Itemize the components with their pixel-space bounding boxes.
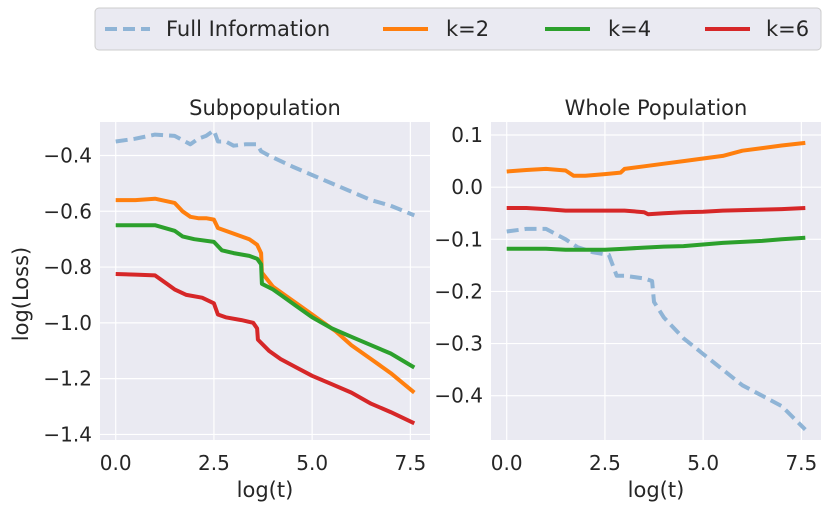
whole-population-xtick-label-1: 2.5 (589, 451, 621, 475)
subpopulation-ytick-label-0: −0.4 (43, 143, 92, 167)
whole-population-ytick-label-5: −0.4 (434, 384, 483, 408)
subpopulation-ytick-label-2: −0.8 (43, 255, 92, 279)
legend-entry-full-information: Full Information (105, 17, 330, 41)
legend-frame (94, 7, 822, 51)
subpopulation-ytick-label-4: −1.2 (43, 367, 92, 391)
subpopulation-line-k6 (115, 272, 416, 426)
whole-population-ytick-label-1: 0.0 (451, 175, 483, 199)
legend-label-k2: k=2 (446, 17, 489, 41)
whole-population-line-k6 (506, 206, 806, 217)
legend-entry-k2: k=2 (383, 17, 489, 41)
whole-population-xtick-label-0: 0.0 (491, 451, 523, 475)
subpopulation-yticks: −0.4 −0.6 −0.8 −1.0 −1.2 −1.4 (43, 143, 92, 446)
subpopulation-xtick-label-0: 0.0 (100, 451, 132, 475)
subpopulation-xtick-label-3: 7.5 (394, 451, 426, 475)
whole-population-xtick-label-2: 5.0 (687, 451, 719, 475)
legend-label-k4: k=4 (608, 17, 651, 41)
subpopulation-series (115, 128, 416, 426)
whole-population-ytick-label-4: −0.3 (434, 332, 483, 356)
subpopulation-xlabel: log(t) (237, 478, 294, 502)
whole-population-title: Whole Population (565, 96, 748, 120)
legend-entry-k6: k=6 (705, 17, 809, 41)
subpopulation-xtick-label-1: 2.5 (198, 451, 230, 475)
whole-population-xticks: 0.0 2.5 5.0 7.5 (491, 451, 817, 475)
whole-population-xlabel: log(t) (628, 478, 685, 502)
subpopulation-panel: 0.0 2.5 5.0 7.5 −0.4 −0.6 −0.8 −1.0 −1.2 −1.4 Su… (9, 96, 430, 502)
whole-population-series (506, 140, 807, 432)
subpopulation-line-k4 (115, 223, 416, 370)
legend-entry-k4: k=4 (545, 17, 651, 41)
subpopulation-line-k2 (115, 196, 416, 395)
whole-population-yticks: 0.1 0.0 −0.1 −0.2 −0.3 −0.4 (434, 123, 483, 408)
subpopulation-ytick-label-1: −0.6 (43, 199, 92, 223)
whole-population-ytick-label-3: −0.2 (434, 279, 483, 303)
subpopulation-ylabel: log(Loss) (9, 247, 33, 341)
subpopulation-xtick-label-2: 5.0 (296, 451, 328, 475)
whole-population-ytick-label-2: −0.1 (434, 227, 483, 251)
whole-population-line-full-information (506, 226, 807, 432)
whole-population-xtick-label-3: 7.5 (785, 451, 817, 475)
subpopulation-ytick-label-5: −1.4 (43, 422, 92, 446)
subpopulation-plot-area (100, 122, 430, 440)
whole-population-panel: 0.0 2.5 5.0 7.5 0.1 0.0 −0.1 −0.2 −0.3 −0.4 Whol… (434, 96, 821, 502)
legend-label-k6: k=6 (766, 17, 809, 41)
whole-population-line-k4 (506, 235, 806, 252)
whole-population-line-k2 (506, 140, 806, 178)
subpopulation-xticks: 0.0 2.5 5.0 7.5 (100, 451, 426, 475)
subpopulation-ytick-label-3: −1.0 (43, 311, 92, 335)
subpopulation-title: Subpopulation (189, 96, 341, 120)
legend-label-full-information: Full Information (166, 17, 330, 41)
whole-population-plot-area (491, 122, 821, 440)
whole-population-ytick-label-0: 0.1 (451, 123, 483, 147)
legend: Full Information k=2 k=4 k=6 (94, 7, 822, 51)
